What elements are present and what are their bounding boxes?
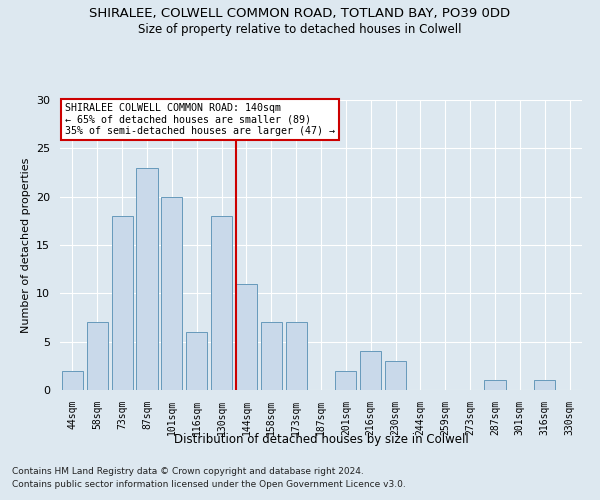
Y-axis label: Number of detached properties: Number of detached properties [20,158,31,332]
Bar [484,380,506,390]
Bar [286,322,307,390]
Text: SHIRALEE, COLWELL COMMON ROAD, TOTLAND BAY, PO39 0DD: SHIRALEE, COLWELL COMMON ROAD, TOTLAND B… [89,8,511,20]
Bar [211,216,232,390]
Bar [385,361,406,390]
Bar [335,370,356,390]
Bar [186,332,207,390]
Bar [62,370,83,390]
Bar [360,352,381,390]
Bar [261,322,282,390]
Text: Contains public sector information licensed under the Open Government Licence v3: Contains public sector information licen… [12,480,406,489]
Bar [534,380,555,390]
Text: Distribution of detached houses by size in Colwell: Distribution of detached houses by size … [173,432,469,446]
Text: Contains HM Land Registry data © Crown copyright and database right 2024.: Contains HM Land Registry data © Crown c… [12,468,364,476]
Bar [112,216,133,390]
Bar [161,196,182,390]
Text: Size of property relative to detached houses in Colwell: Size of property relative to detached ho… [138,22,462,36]
Text: SHIRALEE COLWELL COMMON ROAD: 140sqm
← 65% of detached houses are smaller (89)
3: SHIRALEE COLWELL COMMON ROAD: 140sqm ← 6… [65,103,335,136]
Bar [136,168,158,390]
Bar [236,284,257,390]
Bar [87,322,108,390]
